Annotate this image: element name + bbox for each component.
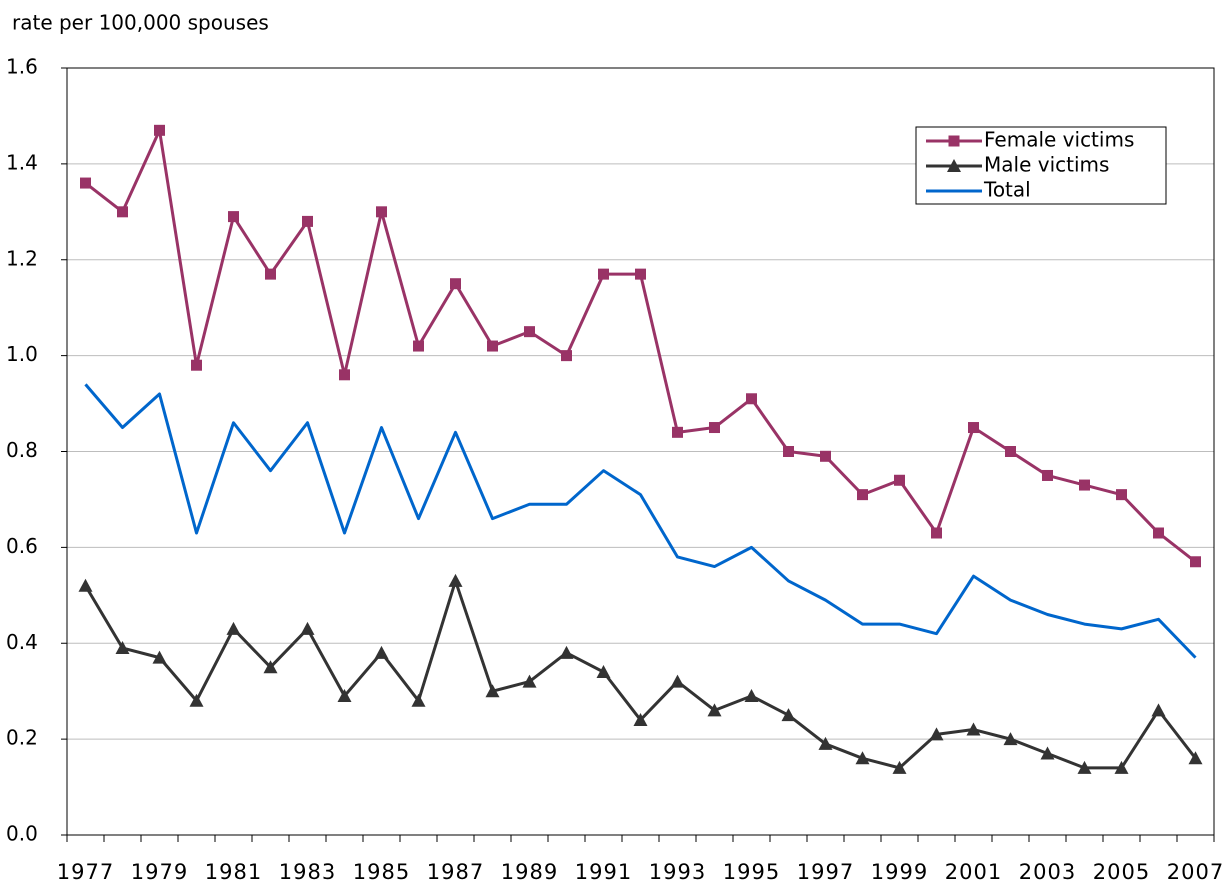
x-tick-label: 1999 — [871, 860, 928, 884]
marker — [80, 177, 91, 189]
marker — [226, 621, 241, 635]
marker — [448, 573, 463, 587]
y-tick-label: 0.2 — [6, 726, 38, 750]
marker — [154, 124, 165, 136]
x-tick-label: 1991 — [575, 860, 632, 884]
marker — [1079, 479, 1090, 491]
x-tick-label: 2005 — [1093, 860, 1150, 884]
marker — [855, 751, 870, 765]
legend-label: Total — [983, 178, 1031, 202]
y-tick-label: 1.0 — [6, 342, 38, 366]
marker — [522, 674, 537, 688]
marker — [596, 665, 611, 679]
x-tick-label: 1977 — [57, 860, 114, 884]
x-tick-label: 1985 — [353, 860, 410, 884]
marker — [487, 340, 498, 352]
y-tick-label: 0.6 — [6, 534, 38, 558]
legend-label: Male victims — [984, 153, 1109, 177]
x-tick-label: 1995 — [723, 860, 780, 884]
y-tick-label: 1.4 — [6, 150, 38, 174]
marker — [115, 641, 130, 655]
marker — [781, 708, 796, 722]
series-line — [84, 579, 1197, 770]
x-tick-label: 1993 — [649, 860, 706, 884]
y-tick-label: 0.0 — [6, 822, 38, 846]
legend-label: Female victims — [984, 128, 1134, 152]
marker — [1114, 760, 1129, 774]
y-tick-label: 1.6 — [6, 55, 38, 79]
marker — [818, 736, 833, 750]
x-tick-label: 1987 — [427, 860, 484, 884]
marker — [189, 693, 204, 707]
marker — [931, 527, 942, 539]
marker — [450, 278, 461, 290]
marker — [152, 650, 167, 664]
marker — [1005, 446, 1016, 457]
marker — [561, 350, 572, 362]
marker — [411, 693, 426, 707]
marker — [1077, 760, 1092, 774]
marker — [707, 703, 722, 717]
marker — [1153, 527, 1164, 539]
marker — [968, 422, 979, 434]
marker — [376, 206, 387, 218]
marker — [670, 674, 685, 688]
x-tick-label: 1979 — [131, 860, 188, 884]
marker — [300, 621, 315, 635]
x-tick-label: 2003 — [1019, 860, 1076, 884]
marker — [1042, 469, 1053, 481]
marker — [672, 426, 683, 438]
x-tick-label: 1997 — [797, 860, 854, 884]
y-axis-label: rate per 100,000 spouses — [12, 11, 269, 35]
marker — [559, 645, 574, 659]
marker — [966, 722, 981, 736]
x-tick-label: 2001 — [945, 860, 1002, 884]
marker — [857, 489, 868, 501]
marker — [302, 215, 313, 227]
marker — [1003, 732, 1018, 746]
marker — [78, 578, 93, 592]
y-tick-label: 0.4 — [6, 630, 38, 654]
marker — [339, 369, 350, 381]
marker — [948, 135, 960, 147]
x-tick-label: 2007 — [1167, 860, 1224, 884]
marker — [894, 474, 905, 486]
marker — [337, 688, 352, 702]
marker — [1040, 746, 1055, 760]
marker — [744, 688, 759, 702]
marker — [1188, 751, 1203, 765]
x-tick-label: 1981 — [205, 860, 262, 884]
marker — [929, 727, 944, 741]
marker — [228, 211, 239, 223]
marker — [947, 159, 961, 172]
marker — [1190, 556, 1201, 568]
x-tick-label: 1983 — [279, 860, 336, 884]
y-tick-label: 0.8 — [6, 438, 38, 462]
marker — [265, 268, 276, 280]
series-line — [84, 383, 1197, 659]
x-tick-label: 1989 — [501, 860, 558, 884]
marker — [263, 660, 278, 674]
plot-frame — [66, 67, 1215, 836]
marker — [413, 340, 424, 352]
marker — [635, 268, 646, 280]
marker — [524, 326, 535, 338]
marker — [191, 359, 202, 371]
marker — [633, 712, 648, 726]
marker — [598, 268, 609, 280]
marker — [783, 446, 794, 457]
marker — [1116, 489, 1127, 501]
marker — [709, 422, 720, 434]
marker — [746, 393, 757, 405]
marker — [485, 684, 500, 698]
marker — [892, 760, 907, 774]
marker — [374, 645, 389, 659]
marker — [117, 206, 128, 218]
marker — [820, 450, 831, 462]
y-tick-label: 1.2 — [6, 246, 38, 270]
marker — [1151, 703, 1166, 717]
